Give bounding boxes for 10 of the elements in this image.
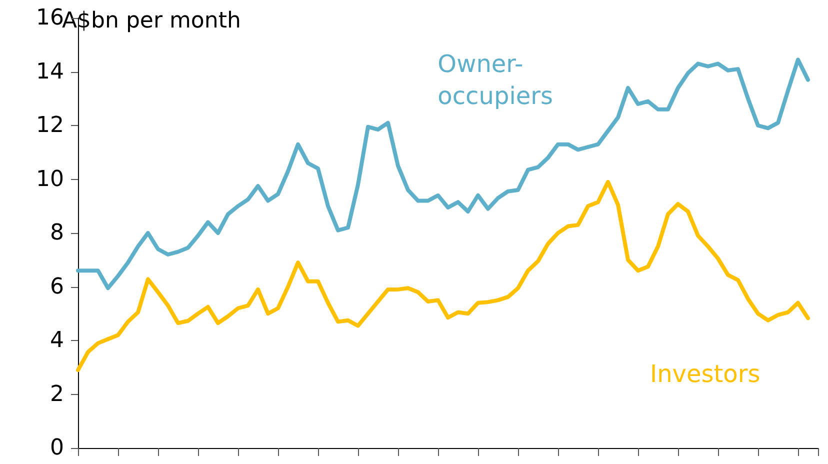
- y-tick-label: 2: [50, 382, 64, 407]
- y-tick-label: 0: [50, 436, 64, 460]
- series-label: Owner-occupiers: [438, 50, 554, 110]
- y-tick-label: 6: [50, 274, 64, 300]
- y-tick-label: 10: [36, 166, 64, 192]
- y-tick-label: 8: [50, 220, 64, 246]
- series-label: Investors: [650, 360, 760, 388]
- y-tick-label: 12: [36, 113, 64, 138]
- y-tick-label: 4: [50, 328, 64, 353]
- y-tick-label: 14: [36, 59, 64, 84]
